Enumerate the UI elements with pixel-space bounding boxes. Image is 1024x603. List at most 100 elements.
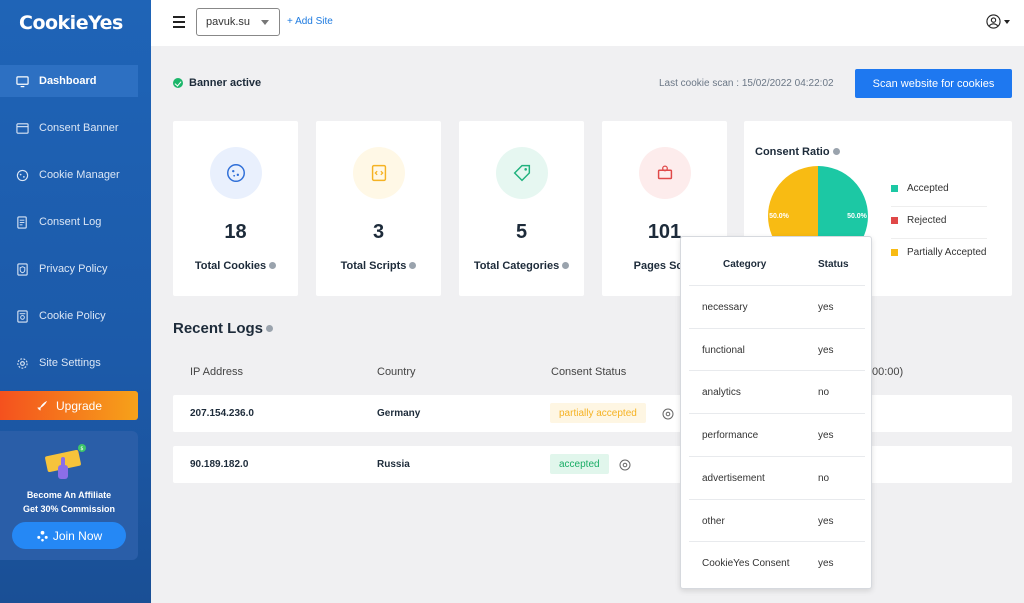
topbar: pavuk.su + Add Site — [151, 0, 1024, 46]
scan-website-button[interactable]: Scan website for cookies — [855, 69, 1012, 98]
affiliate-badge-text: $ — [80, 446, 83, 452]
site-selector-value: pavuk.su — [206, 16, 251, 28]
popover-row: necessary yes — [689, 285, 865, 328]
legend-item-accepted[interactable]: Accepted — [891, 183, 987, 194]
status-cell: no — [818, 387, 830, 398]
column-header-country: Country — [377, 366, 416, 378]
sidebar-item-dashboard[interactable]: Dashboard — [0, 65, 138, 97]
sidebar: CookieYes Dashboard Consent Banner Cooki… — [0, 0, 151, 603]
cookie-icon — [227, 164, 245, 182]
popover-row: analytics no — [689, 370, 865, 413]
country-cell: Germany — [377, 408, 421, 419]
chevron-down-icon — [1004, 19, 1010, 24]
last-scan-text: Last cookie scan : 15/02/2022 04:22:02 — [659, 78, 834, 89]
category-cell: functional — [702, 345, 745, 356]
popover-row: functional yes — [689, 328, 865, 371]
column-header-consent-status: Consent Status — [551, 366, 627, 378]
stat-card-total-scripts: 3 Total Scripts — [316, 121, 441, 296]
chevron-down-icon — [261, 20, 269, 25]
sidebar-item-privacy-policy[interactable]: Privacy Policy — [0, 253, 151, 285]
legend-label: Partially Accepted — [907, 247, 987, 258]
status-cell: yes — [818, 345, 834, 356]
sidebar-item-label: Site Settings — [39, 357, 101, 369]
ip-cell: 207.154.236.0 — [190, 408, 254, 419]
eye-icon[interactable] — [619, 459, 631, 471]
status-cell: yes — [818, 516, 834, 527]
info-icon[interactable] — [409, 261, 417, 269]
affiliate-promo: $ Become An Affiliate Get 30% Commission… — [0, 431, 138, 560]
stat-value: 3 — [372, 221, 385, 243]
legend-item-rejected[interactable]: Rejected — [891, 215, 987, 226]
hamburger-menu-icon[interactable] — [173, 16, 185, 28]
column-header-date: 00:00) — [872, 366, 904, 378]
legend-swatch — [891, 249, 898, 256]
column-header-ip: IP Address — [190, 366, 243, 378]
table-row: 90.189.182.0 Russia accepted — [173, 446, 1012, 483]
cookieyes-logo[interactable]: CookieYes — [19, 12, 123, 34]
legend-label: Rejected — [907, 215, 947, 226]
category-cell: advertisement — [702, 473, 765, 484]
popover-header-category: Category — [723, 259, 767, 270]
popover-row: CookieYes Consent yes — [689, 541, 865, 584]
sidebar-item-site-settings[interactable]: Site Settings — [0, 347, 151, 379]
site-selector[interactable]: pavuk.su — [196, 8, 280, 36]
legend-divider — [891, 238, 987, 239]
status-badge: accepted — [550, 454, 609, 474]
legend-label: Accepted — [907, 183, 949, 194]
upgrade-button[interactable]: Upgrade — [0, 391, 138, 420]
eye-icon[interactable] — [662, 408, 674, 420]
consent-details-popover: Category Status necessary yes functional y… — [680, 236, 872, 589]
user-menu[interactable] — [986, 14, 1010, 29]
status-cell: yes — [818, 558, 834, 569]
banner-status-text: Banner active — [189, 77, 262, 89]
sidebar-item-consent-banner[interactable]: Consent Banner — [0, 112, 151, 144]
sidebar-item-cookie-policy[interactable]: Cookie Policy — [0, 300, 151, 332]
info-icon[interactable] — [269, 261, 277, 269]
legend-swatch — [891, 185, 898, 192]
stat-value: 101 — [647, 221, 682, 243]
category-cell: CookieYes Consent — [702, 558, 790, 569]
scan-page-icon — [657, 165, 673, 180]
stat-value: 5 — [515, 221, 528, 243]
add-site-link[interactable]: + Add Site — [287, 16, 333, 27]
consent-ratio-title: Consent Ratio — [755, 146, 840, 158]
banner-icon — [16, 122, 29, 135]
log-icon — [16, 215, 29, 229]
status-cell: no — [818, 473, 830, 484]
category-cell: analytics — [702, 387, 741, 398]
affiliate-line-1: Become An Affiliate — [26, 490, 112, 500]
monitor-icon — [16, 75, 29, 88]
cookie-icon — [16, 169, 29, 182]
sidebar-item-consent-log[interactable]: Consent Log — [0, 206, 151, 238]
info-icon[interactable] — [562, 261, 570, 269]
legend-item-partially-accepted[interactable]: Partially Accepted — [891, 247, 987, 258]
join-now-button[interactable]: Join Now — [12, 522, 126, 549]
upgrade-label: Upgrade — [55, 398, 103, 413]
pie-data-label: 50.0% — [847, 213, 868, 220]
category-cell: performance — [702, 430, 759, 441]
recent-logs-title: Recent Logs — [173, 320, 274, 337]
status-cell: yes — [818, 302, 834, 313]
stat-icon-bg — [353, 147, 405, 199]
popover-row: performance yes — [689, 413, 865, 456]
popover-row: other yes — [689, 499, 865, 542]
stat-value: 18 — [224, 221, 247, 243]
stat-label: Total Cookies — [173, 260, 298, 272]
sidebar-item-label: Privacy Policy — [39, 263, 108, 275]
rocket-icon — [37, 400, 48, 411]
category-cell: necessary — [702, 302, 748, 313]
info-icon[interactable] — [266, 324, 274, 332]
sidebar-item-label: Dashboard — [39, 75, 97, 87]
sidebar-item-label: Cookie Policy — [39, 310, 106, 322]
join-now-label: Join Now — [52, 528, 103, 543]
stat-icon-bg — [210, 147, 262, 199]
category-cell: other — [702, 516, 725, 527]
country-cell: Russia — [377, 459, 410, 470]
script-icon — [371, 164, 387, 182]
sidebar-item-cookie-manager[interactable]: Cookie Manager — [0, 159, 151, 191]
stat-icon-bg — [496, 147, 548, 199]
affiliate-line-2: Get 30% Commission — [22, 504, 116, 514]
info-icon[interactable] — [832, 147, 840, 155]
sidebar-item-label: Cookie Manager — [39, 169, 120, 181]
status-badge: partially accepted — [550, 403, 646, 423]
